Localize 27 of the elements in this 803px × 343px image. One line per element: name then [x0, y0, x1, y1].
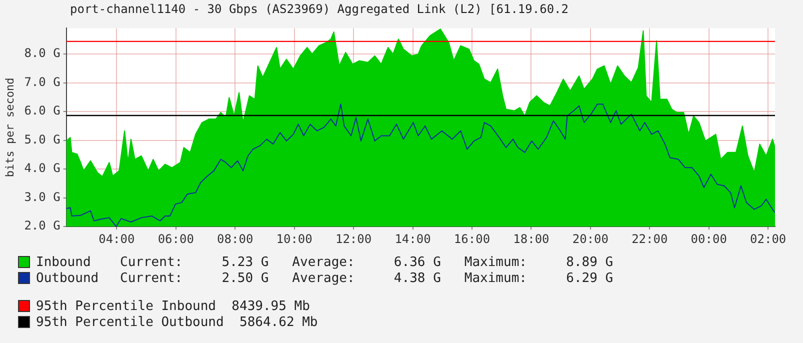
- x-tick-label: 04:00: [98, 232, 135, 246]
- x-tick-label: 14:00: [394, 232, 431, 246]
- x-tick-label: 10:00: [276, 232, 312, 246]
- text: Inbound: [36, 254, 92, 270]
- y-tick-label: 5.0 G: [24, 132, 60, 146]
- text: Current: 5.23 G Average: 6.36 G Maximum: 8.89 G: [120, 254, 614, 270]
- y-tick-label: 3.0 G: [24, 190, 60, 204]
- x-tick-label: 18:00: [513, 232, 550, 246]
- x-tick-label: 00:00: [690, 232, 727, 246]
- y-axis-title: bits per second: [3, 78, 16, 178]
- y-tick-label: 7.0 G: [24, 74, 60, 89]
- x-tick-label: 16:00: [454, 232, 490, 246]
- legend-label: 95th Percentile Outbound 5864.62 Mb: [36, 314, 318, 330]
- chart-title: port-channel1140 - 30 Gbps (AS23969) Aggregated Link (L2) [61.19.60.2: [69, 1, 570, 18]
- y-tick-label: 8.0 G: [24, 46, 60, 60]
- y-tick-label: 6.0 G: [24, 104, 60, 118]
- y-tick-label: 2.0 G: [24, 218, 60, 233]
- legend-label: 95th Percentile Inbound 8439.95 Mb: [36, 298, 310, 314]
- x-tick-label: 08:00: [217, 232, 254, 246]
- x-tick-label: 12:00: [335, 232, 372, 246]
- x-tick-label: 20:00: [572, 232, 608, 246]
- y-tick-label: 4.0 G: [24, 161, 60, 176]
- x-tick-label: 02:00: [750, 232, 786, 246]
- x-tick-label: 06:00: [158, 232, 194, 246]
- x-tick-label: 22:00: [632, 232, 668, 246]
- text: Current: 2.50 G Average: 4.38 G Maximum: 6.29 G: [120, 270, 614, 286]
- legend-label: Outbound: [36, 270, 100, 286]
